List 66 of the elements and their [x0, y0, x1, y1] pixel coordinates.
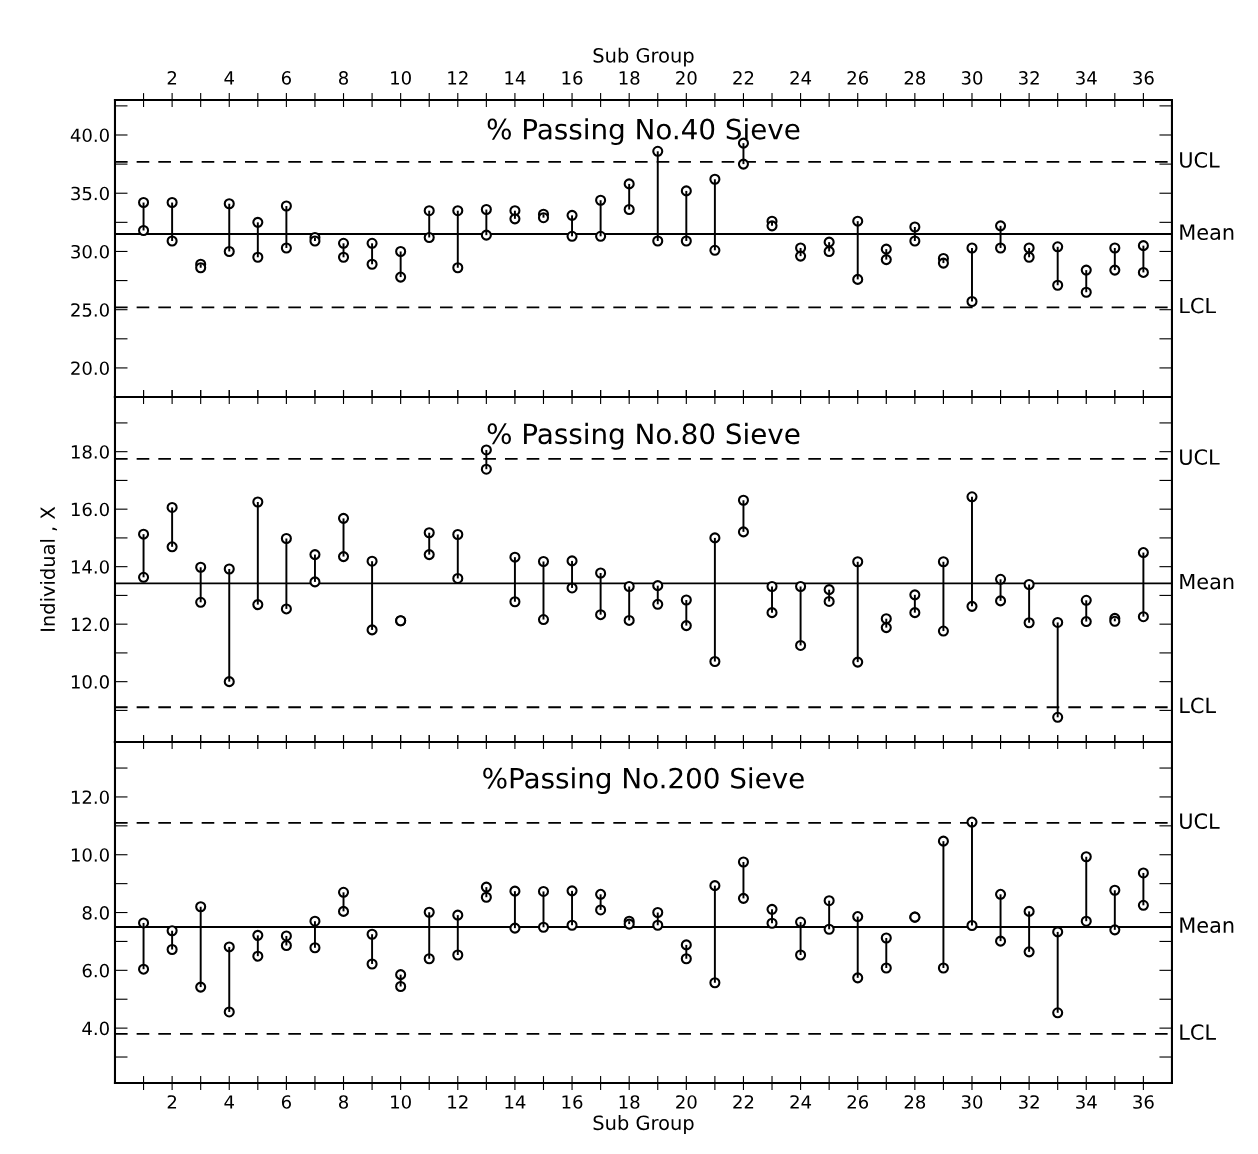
x-tick-label: 2 — [167, 1095, 177, 1109]
x2-tick-label: 20 — [676, 71, 697, 85]
ref-line-label: Mean — [1180, 573, 1234, 590]
y-tick-label: 6.0 — [82, 963, 109, 978]
x2-axis-title: Sub Group — [593, 47, 694, 67]
text: % Passing No.40 Sieve — [487, 118, 800, 146]
y-tick-label: 35.0 — [71, 186, 109, 201]
x2-tick-label: 4 — [224, 71, 234, 85]
x-tick-label: 34 — [1076, 1095, 1097, 1109]
y-tick-label: 16.0 — [71, 502, 109, 517]
ref-line-label: LCL — [1180, 297, 1216, 314]
y-tick-label: 25.0 — [71, 303, 109, 317]
text: % Passing No.80 Sieve — [487, 422, 800, 450]
y-tick-label: 10.0 — [71, 675, 109, 689]
x2-tick-label: 26 — [847, 71, 869, 85]
x2-tick-label: 12 — [448, 71, 468, 85]
x-tick-label: 32 — [1019, 1095, 1039, 1109]
x2-tick-label: 8 — [339, 71, 349, 85]
x-tick-label: 20 — [676, 1095, 697, 1109]
ref-line-label: Mean — [1180, 224, 1234, 241]
x-tick-label: 14 — [505, 1095, 526, 1109]
x2-tick-label: 6 — [281, 71, 291, 85]
x2-tick-label: 36 — [1133, 71, 1154, 85]
y-tick-label: 10.0 — [71, 848, 109, 862]
y-tick-label: 12.0 — [71, 617, 109, 632]
ref-line-label: UCL — [1180, 449, 1220, 465]
x-tick-label: 30 — [961, 1095, 983, 1109]
x2-tick-label: 24 — [790, 71, 812, 85]
text: %Passing No.200 Sieve — [483, 767, 804, 795]
x-tick-label: 4 — [224, 1095, 234, 1109]
y-tick-label: 8.0 — [82, 905, 109, 920]
x-axis-title: Sub Group — [593, 1115, 694, 1134]
y-tick-label: 14.0 — [71, 560, 109, 574]
ref-line-label: UCL — [1180, 152, 1220, 168]
x2-tick-label: 2 — [167, 71, 177, 85]
x-tick-label: 26 — [847, 1095, 869, 1109]
x2-tick-label: 16 — [562, 71, 583, 85]
ref-line-label: LCL — [1180, 1024, 1216, 1040]
x-tick-label: 28 — [904, 1095, 926, 1109]
x2-tick-label: 14 — [505, 71, 526, 85]
ref-line-label: Mean — [1180, 917, 1234, 934]
y-tick-label: 20.0 — [71, 361, 109, 376]
y-axis-title: Individual , X — [39, 506, 58, 631]
y-tick-label: 40.0 — [70, 128, 109, 143]
x2-tick-label: 10 — [391, 71, 411, 85]
x2-tick-label: 18 — [619, 71, 640, 85]
ref-line-label: UCL — [1180, 813, 1220, 829]
x2-tick-label: 30 — [961, 71, 983, 85]
x-tick-label: 36 — [1133, 1095, 1154, 1109]
x-tick-label: 8 — [339, 1095, 349, 1109]
x-tick-label: 18 — [619, 1095, 640, 1109]
y-tick-label: 4.0 — [82, 1021, 109, 1036]
ref-line-label: LCL — [1180, 697, 1216, 714]
x-tick-label: 16 — [562, 1095, 583, 1109]
x-tick-label: 24 — [790, 1095, 812, 1109]
y-tick-label: 12.0 — [71, 790, 109, 805]
x2-tick-label: 34 — [1076, 71, 1097, 85]
y-tick-label: 30.0 — [71, 244, 109, 259]
x2-tick-label: 28 — [904, 71, 926, 85]
y-tick-label: 18.0 — [71, 445, 109, 459]
x-tick-label: 12 — [448, 1095, 468, 1109]
x2-tick-label: 22 — [733, 71, 754, 85]
x-tick-label: 10 — [391, 1095, 411, 1109]
x-tick-label: 22 — [733, 1095, 754, 1109]
x2-tick-label: 32 — [1019, 71, 1039, 85]
x-tick-label: 6 — [281, 1095, 291, 1109]
